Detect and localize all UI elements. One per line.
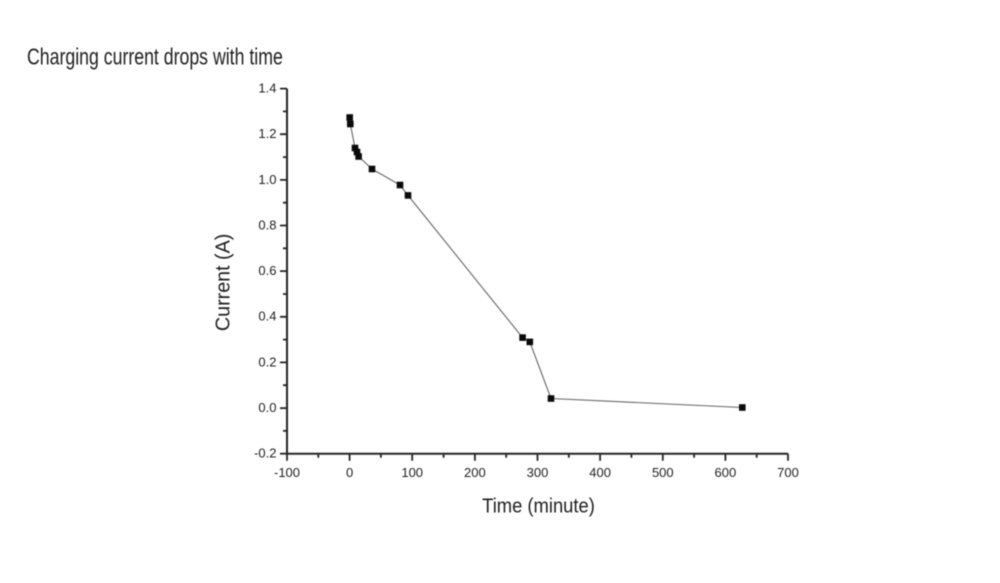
svg-text:Current (A): Current (A)	[212, 234, 234, 331]
svg-text:0.4: 0.4	[258, 309, 276, 324]
svg-text:0.0: 0.0	[258, 400, 276, 415]
svg-text:400: 400	[589, 465, 611, 480]
svg-text:700: 700	[777, 465, 799, 480]
svg-text:0.2: 0.2	[258, 354, 276, 369]
svg-text:Charging current drops with ti: Charging current drops with time	[27, 44, 283, 70]
svg-text:0.8: 0.8	[258, 217, 276, 232]
svg-text:1.0: 1.0	[258, 172, 276, 187]
svg-text:1.2: 1.2	[258, 126, 276, 141]
svg-text:200: 200	[464, 465, 486, 480]
svg-text:600: 600	[715, 465, 737, 480]
svg-text:0.6: 0.6	[258, 263, 276, 278]
svg-text:Time (minute): Time (minute)	[482, 496, 595, 518]
svg-text:0: 0	[346, 465, 353, 480]
svg-text:1.4: 1.4	[258, 81, 276, 96]
svg-text:300: 300	[527, 465, 549, 480]
svg-text:-0.2: -0.2	[254, 446, 276, 461]
svg-text:-100: -100	[274, 465, 300, 480]
svg-text:500: 500	[652, 465, 674, 480]
svg-text:100: 100	[401, 465, 423, 480]
